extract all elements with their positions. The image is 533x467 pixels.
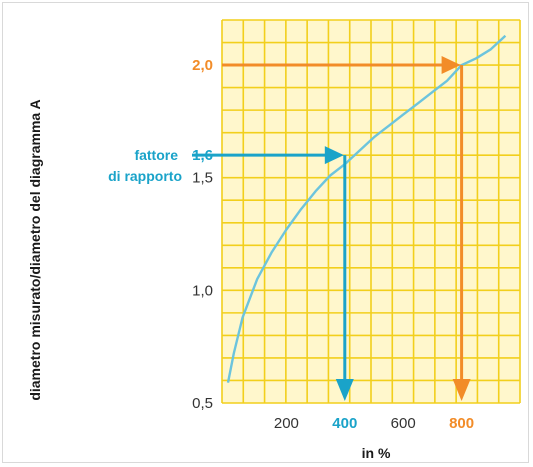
- curve: [226, 34, 507, 383]
- annotation-arrows: [192, 56, 471, 401]
- grid: [221, 19, 521, 404]
- x-tick-label: 400: [332, 415, 357, 432]
- arrowhead-horizontal-1: [441, 56, 461, 75]
- annotation-label-line: di rapporto: [108, 168, 182, 184]
- annotation-label-line: fattore: [134, 147, 178, 163]
- y-tick-label: 1,0: [192, 282, 213, 299]
- series-line-0: [226, 34, 507, 383]
- y-axis-label: diametro misurato/diametro del diagramma…: [27, 99, 43, 400]
- tick-labels: 0,5 1,0 1,5 1,6 2,0 200 400 600 800: [192, 57, 474, 432]
- x-tick-label: 600: [391, 415, 416, 432]
- arrowhead-vertical-1: [452, 379, 471, 401]
- y-tick-label: 0,5: [192, 395, 213, 412]
- x-tick-label: 200: [274, 415, 299, 432]
- annotation-labels: fattore di rapporto: [108, 147, 182, 184]
- y-tick-label: 1,6: [192, 147, 213, 164]
- y-tick-label: 1,5: [192, 170, 213, 187]
- x-tick-label: 800: [449, 415, 474, 432]
- chart-frame: [2, 2, 529, 463]
- arrowhead-horizontal-0: [324, 146, 344, 165]
- arrowhead-vertical-0: [335, 379, 354, 401]
- x-axis-label: in %: [362, 445, 391, 461]
- y-tick-label: 2,0: [192, 57, 213, 74]
